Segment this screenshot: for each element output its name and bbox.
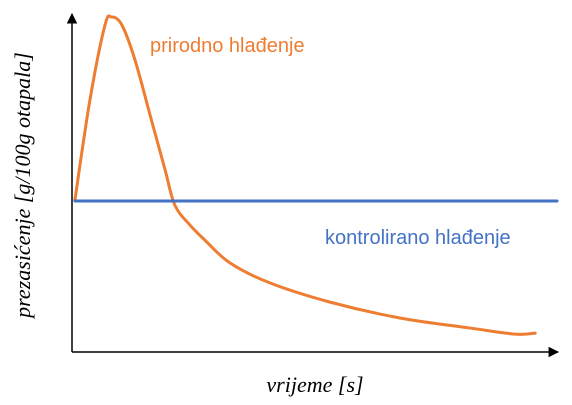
x-axis-title: vrijeme [s] — [266, 372, 363, 397]
series-line — [73, 14, 537, 336]
y-axis-title: prezasićenje [g/100g otapala] — [10, 52, 35, 320]
series-label: prirodno hlađenje — [150, 35, 305, 57]
series-label: kontrolirano hlađenje — [325, 227, 511, 249]
